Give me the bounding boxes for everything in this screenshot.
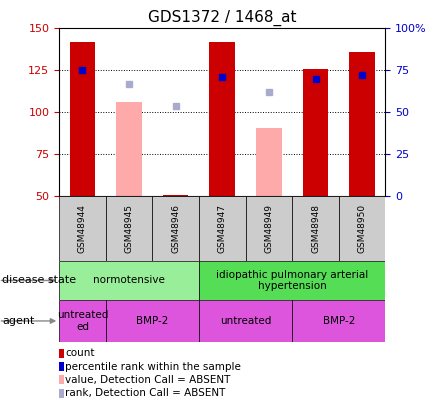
Bar [292,300,385,342]
Text: percentile rank within the sample: percentile rank within the sample [65,362,241,371]
Text: GSM48947: GSM48947 [218,205,227,253]
Text: normotensive: normotensive [93,275,165,286]
Bar [246,196,292,261]
Text: rank, Detection Call = ABSENT: rank, Detection Call = ABSENT [65,388,226,398]
Text: value, Detection Call = ABSENT: value, Detection Call = ABSENT [65,375,231,385]
Bar [106,300,199,342]
Bar [292,196,339,261]
Title: GDS1372 / 1468_at: GDS1372 / 1468_at [148,9,297,26]
Text: GSM48949: GSM48949 [265,205,273,253]
Text: untreated
ed: untreated ed [57,310,108,332]
Text: disease state: disease state [2,275,76,286]
Bar [339,196,385,261]
Bar [59,261,199,300]
Text: BMP-2: BMP-2 [323,316,355,326]
Text: idiopathic pulmonary arterial
hypertension: idiopathic pulmonary arterial hypertensi… [216,270,368,291]
Text: BMP-2: BMP-2 [136,316,169,326]
Text: count: count [65,348,95,358]
Text: GSM48945: GSM48945 [124,205,134,253]
Bar [303,69,328,196]
Text: GSM48944: GSM48944 [78,205,87,253]
Bar [70,42,95,196]
Bar [256,128,282,196]
Bar [350,52,375,196]
Bar [106,196,152,261]
Bar [163,195,188,196]
Text: agent: agent [2,316,35,326]
Text: GSM48948: GSM48948 [311,205,320,253]
Bar [59,300,106,342]
Text: untreated: untreated [220,316,271,326]
Bar [199,300,292,342]
Text: GSM48946: GSM48946 [171,205,180,253]
Bar [59,196,106,261]
Bar [209,42,235,196]
Bar [199,196,246,261]
Bar [116,102,142,196]
Bar [199,261,385,300]
Text: GSM48950: GSM48950 [358,204,367,254]
Bar [152,196,199,261]
